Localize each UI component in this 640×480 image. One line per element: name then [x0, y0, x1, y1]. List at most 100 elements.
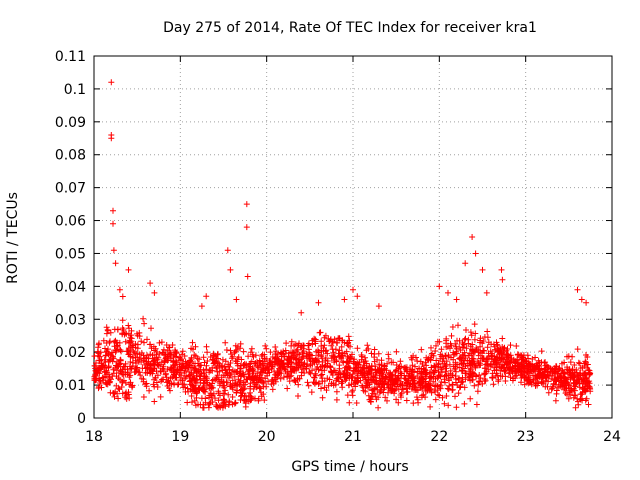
data-point	[381, 362, 388, 369]
data-point	[245, 353, 252, 360]
data-point	[272, 344, 279, 350]
data-point	[338, 355, 345, 362]
data-point	[384, 397, 390, 404]
data-point	[106, 356, 113, 363]
data-point	[352, 383, 359, 390]
data-point	[409, 366, 416, 373]
data-point	[304, 379, 311, 386]
data-point	[346, 399, 353, 406]
data-point	[311, 379, 318, 386]
data-point	[160, 366, 167, 372]
data-point	[433, 342, 439, 349]
data-point	[392, 373, 399, 380]
data-point	[315, 358, 322, 365]
data-point	[280, 363, 287, 370]
data-point	[315, 366, 322, 373]
data-point	[333, 388, 340, 395]
data-point	[571, 362, 578, 368]
data-point	[320, 345, 327, 351]
data-point	[327, 364, 334, 371]
data-point	[306, 369, 313, 376]
data-point	[482, 365, 489, 372]
data-point	[193, 367, 200, 374]
data-point	[273, 348, 280, 355]
data-point	[110, 247, 117, 254]
data-point	[475, 381, 482, 388]
data-point	[208, 385, 215, 392]
data-point	[453, 404, 460, 411]
data-point	[474, 358, 481, 365]
data-point	[449, 324, 456, 330]
data-point	[141, 320, 148, 327]
data-point	[243, 201, 250, 208]
data-point	[189, 382, 195, 389]
data-point	[233, 369, 240, 375]
data-point	[186, 372, 193, 379]
data-point	[164, 347, 171, 354]
data-point	[312, 370, 319, 377]
data-point	[283, 350, 289, 357]
data-point	[140, 315, 147, 322]
data-point	[349, 371, 356, 378]
data-point	[144, 369, 151, 376]
data-point	[472, 348, 479, 355]
data-point	[237, 377, 244, 384]
data-point	[452, 393, 458, 400]
data-point	[370, 390, 376, 397]
x-axis-label: GPS time / hours	[291, 459, 408, 475]
data-point	[157, 368, 164, 374]
data-point	[371, 346, 378, 353]
data-point	[465, 340, 472, 347]
data-point	[224, 247, 231, 254]
data-point	[116, 286, 123, 293]
x-tick-label: 24	[603, 429, 621, 445]
data-point	[328, 342, 335, 349]
data-point	[492, 357, 499, 364]
data-point	[256, 357, 263, 364]
data-point	[240, 362, 247, 368]
data-point	[564, 391, 570, 398]
data-point	[431, 369, 437, 376]
data-point	[542, 383, 549, 390]
data-point	[373, 396, 380, 403]
data-point	[237, 340, 244, 347]
data-point	[237, 383, 244, 389]
data-point	[262, 342, 269, 349]
data-point	[243, 364, 250, 371]
data-point	[494, 342, 501, 349]
data-point	[365, 392, 372, 399]
data-point	[127, 351, 134, 358]
data-point	[350, 286, 356, 293]
data-point	[365, 368, 371, 375]
data-point	[412, 386, 419, 393]
data-point	[529, 363, 536, 370]
data-point	[234, 343, 241, 350]
data-point	[318, 385, 324, 392]
data-point	[376, 366, 383, 372]
data-point	[473, 345, 480, 351]
data-point	[487, 348, 494, 355]
data-point	[198, 395, 205, 402]
y-tick-label: 0.05	[55, 246, 86, 262]
data-point	[345, 382, 352, 389]
data-point	[111, 393, 118, 400]
data-point	[218, 364, 225, 371]
data-point	[346, 358, 353, 365]
data-point	[347, 354, 354, 361]
data-point	[559, 360, 565, 367]
data-point	[536, 367, 543, 374]
data-point	[219, 367, 226, 374]
data-point	[479, 355, 486, 362]
data-point	[403, 385, 410, 392]
data-point	[411, 380, 418, 387]
data-point	[467, 329, 474, 336]
data-point	[581, 370, 588, 377]
data-point	[468, 332, 475, 339]
data-point	[353, 379, 359, 386]
data-point	[439, 394, 446, 401]
data-point	[365, 377, 372, 384]
data-point	[469, 234, 476, 240]
data-point	[435, 360, 442, 367]
data-point	[301, 370, 308, 376]
data-point	[386, 384, 392, 391]
